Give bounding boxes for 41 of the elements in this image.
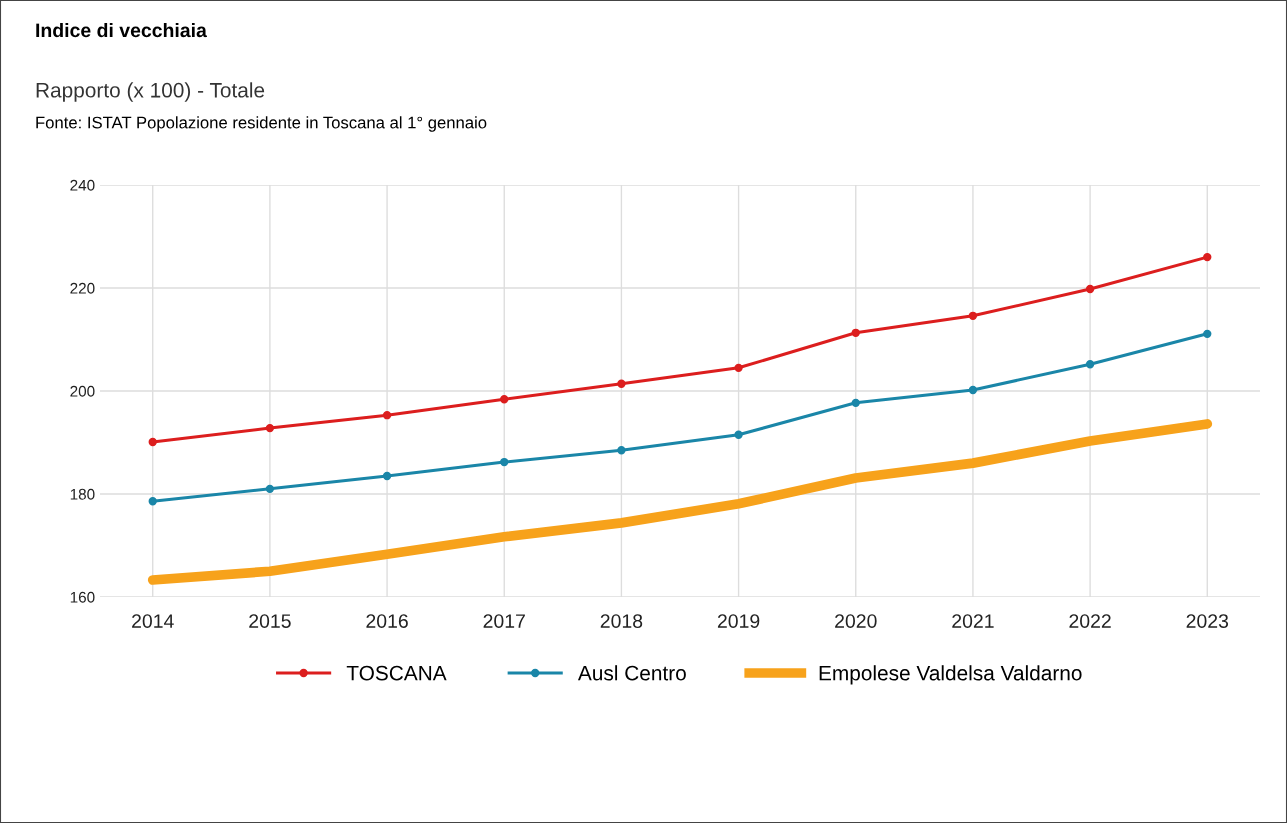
point bbox=[968, 385, 978, 395]
point bbox=[265, 484, 275, 494]
point bbox=[617, 379, 626, 388]
point bbox=[734, 363, 743, 372]
point bbox=[265, 423, 275, 433]
source-note: Fonte: ISTAT Popolazione residente in Toscana al 1° gennaio bbox=[36, 116, 487, 132]
point bbox=[1085, 360, 1095, 369]
x-tick-label: 2022 bbox=[1069, 614, 1111, 628]
x-tick-label: 2015 bbox=[249, 614, 291, 628]
point bbox=[1203, 329, 1212, 339]
x-tick-label: 2019 bbox=[717, 614, 760, 628]
x-tick-label: 2014 bbox=[132, 614, 174, 628]
point bbox=[968, 311, 978, 320]
point bbox=[500, 395, 509, 404]
y-tick-label: 240 bbox=[70, 179, 95, 191]
chart-title: Indice di vecchiaia bbox=[36, 22, 207, 38]
point bbox=[148, 497, 157, 506]
x-tick-label: 2020 bbox=[835, 614, 877, 628]
point bbox=[1085, 284, 1095, 294]
point bbox=[1203, 252, 1212, 262]
point bbox=[382, 471, 392, 481]
chart-subtitle: Rapporto (x 100) - Totale bbox=[36, 82, 265, 102]
point bbox=[734, 430, 743, 439]
point bbox=[500, 457, 509, 467]
x-tick-label: 2018 bbox=[600, 614, 643, 628]
y-tick-label: 180 bbox=[70, 488, 95, 500]
legend-label: Ausl Centro bbox=[577, 665, 686, 681]
y-tick-label: 220 bbox=[70, 282, 95, 294]
x-tick-label: 2017 bbox=[483, 614, 525, 628]
point bbox=[617, 446, 626, 455]
y-tick-label: 200 bbox=[70, 385, 95, 397]
point bbox=[851, 328, 860, 337]
x-tick-label: 2016 bbox=[366, 614, 408, 628]
x-tick-label: 2021 bbox=[952, 614, 994, 628]
point bbox=[382, 411, 392, 420]
point bbox=[851, 398, 860, 408]
x-tick-label: 2023 bbox=[1186, 614, 1229, 628]
legend-label: TOSCANA bbox=[346, 665, 447, 681]
legend-label: Empolese Valdelsa Valdarno bbox=[819, 665, 1082, 685]
y-tick-label: 160 bbox=[70, 591, 95, 603]
point bbox=[148, 437, 157, 447]
